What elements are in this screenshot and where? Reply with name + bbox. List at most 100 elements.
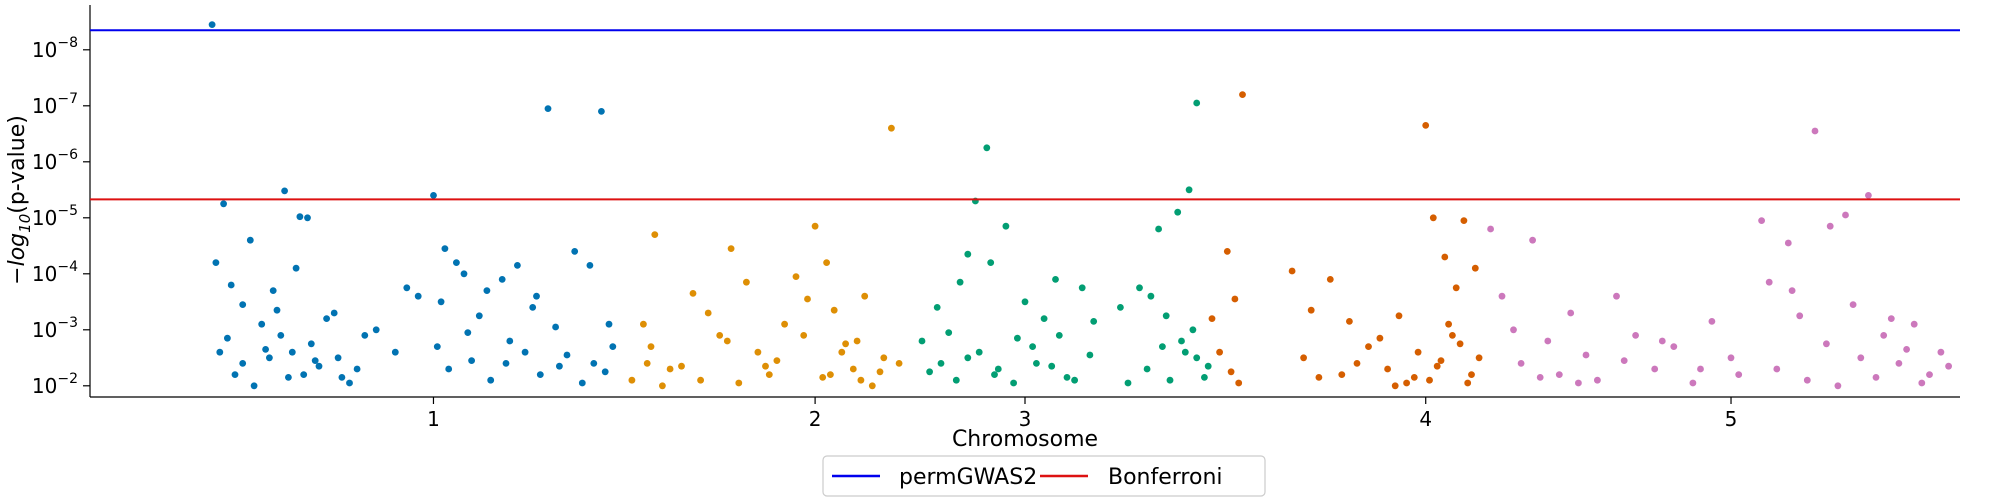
data-point (697, 376, 704, 384)
data-point (983, 144, 991, 152)
data-point (792, 273, 800, 280)
data-point (601, 368, 609, 376)
data-point (598, 108, 605, 115)
data-point (1181, 348, 1189, 356)
data-point (529, 304, 537, 311)
data-point (544, 105, 552, 112)
data-point (1338, 371, 1346, 378)
data-point (609, 343, 617, 350)
data-point (1227, 368, 1235, 376)
data-point (498, 276, 506, 283)
data-point (1155, 225, 1162, 233)
y-tick-exponent: −2 (57, 371, 78, 387)
x-tick-label: 5 (1725, 407, 1738, 431)
data-point (1376, 334, 1384, 342)
data-points (208, 21, 1952, 390)
data-point (288, 348, 296, 356)
data-point (590, 360, 598, 367)
data-point (1117, 304, 1124, 311)
data-point (1208, 315, 1216, 322)
data-point (1575, 379, 1582, 387)
y-tick-exponent: −5 (57, 203, 78, 219)
data-point (1288, 267, 1296, 275)
legend: permGWAS2 Bonferroni (822, 455, 1266, 497)
data-point (743, 278, 750, 286)
data-point (1384, 365, 1391, 373)
data-point (964, 250, 972, 258)
data-point (346, 379, 353, 387)
data-point (250, 382, 258, 390)
data-point (1823, 340, 1830, 348)
data-point (857, 376, 865, 384)
data-point (754, 348, 762, 356)
data-point (1071, 376, 1078, 384)
data-point (1735, 371, 1743, 378)
data-point (1185, 186, 1193, 194)
y-axis-title-suffix: (p-value) (5, 115, 30, 214)
data-point (1239, 91, 1246, 98)
x-tick-label: 1 (427, 407, 440, 431)
data-point (1166, 376, 1174, 384)
data-point (586, 262, 594, 269)
data-point (727, 245, 735, 253)
data-point (1445, 320, 1452, 328)
data-point (334, 354, 342, 362)
data-point (1849, 301, 1857, 308)
y-tick-base: 10 (32, 94, 57, 118)
y-tick-base: 10 (32, 318, 57, 342)
y-axis-title-log: log (5, 233, 30, 267)
data-point (208, 21, 216, 28)
data-point (1414, 348, 1422, 356)
data-point (556, 362, 563, 370)
data-point (1052, 276, 1059, 283)
data-point (926, 368, 933, 376)
series-chromosome-1 (208, 21, 617, 390)
data-point (956, 278, 964, 286)
data-point (1162, 312, 1170, 320)
data-point (1174, 208, 1182, 216)
data-point (1315, 374, 1323, 381)
data-point (723, 337, 731, 345)
data-point (991, 371, 998, 378)
x-ticks: 1 2 3 4 5 (427, 397, 1737, 431)
y-tick-base: 10 (32, 150, 57, 174)
data-point (239, 301, 247, 308)
data-point (1193, 354, 1201, 362)
data-point (1788, 287, 1796, 294)
data-point (1040, 315, 1048, 322)
data-point (239, 360, 247, 367)
data-point (888, 124, 895, 132)
data-point (628, 376, 636, 384)
data-point (1910, 320, 1918, 328)
y-ticks: 10−210−310−410−510−610−710−8 (32, 35, 90, 398)
data-point (224, 334, 231, 342)
data-point (1086, 351, 1094, 359)
data-point (464, 329, 472, 336)
data-point (1903, 346, 1910, 353)
data-point (1231, 295, 1239, 303)
data-point (1464, 379, 1472, 387)
data-point (1872, 374, 1880, 381)
legend-label-bonferroni: Bonferroni (1108, 465, 1223, 490)
y-tick-exponent: −6 (57, 147, 78, 163)
data-point (704, 309, 712, 317)
data-point (468, 357, 475, 364)
data-point (1002, 222, 1010, 230)
data-point (414, 292, 422, 300)
x-tick-label: 4 (1419, 407, 1432, 431)
data-point (246, 236, 254, 244)
data-point (563, 351, 571, 359)
y-tick-base: 10 (32, 38, 57, 62)
y-tick-base: 10 (32, 374, 57, 398)
data-point (277, 332, 285, 339)
data-point (716, 332, 724, 339)
data-point (1498, 292, 1506, 300)
data-point (1159, 343, 1166, 350)
series-chromosome-2 (628, 124, 903, 390)
data-point (819, 374, 827, 381)
data-point (773, 357, 781, 364)
data-point (1441, 253, 1449, 261)
data-point (1758, 217, 1765, 225)
data-point (651, 231, 659, 239)
